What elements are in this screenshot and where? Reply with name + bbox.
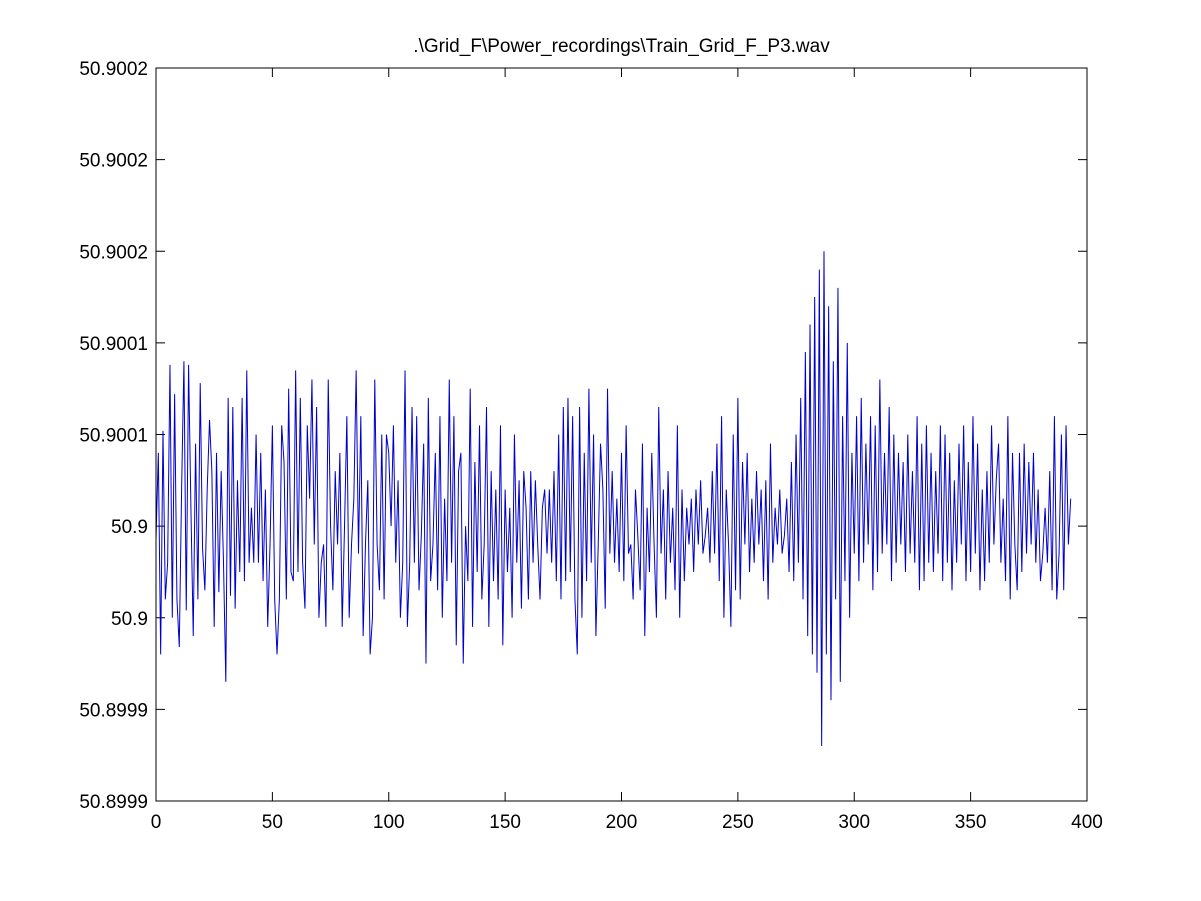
series-layer [155, 251, 1072, 747]
y-tick-label: 50.9002 [79, 242, 148, 263]
x-tick-label: 400 [1071, 812, 1103, 833]
x-tick-label: 150 [489, 812, 521, 833]
series-line [155, 251, 1072, 747]
y-tick-label: 50.9001 [79, 426, 148, 447]
x-tick-label: 200 [606, 812, 638, 833]
y-tick-label: 50.8999 [79, 700, 148, 721]
y-tick-label: 50.9002 [79, 151, 148, 172]
x-tick-label: 250 [722, 812, 754, 833]
x-tick-label: 0 [151, 812, 162, 833]
axes-box [155, 67, 1088, 802]
y-tick-label: 50.9001 [79, 334, 148, 355]
y-ticks: 50.8999 50.8999 50.9 50.9 50.9001 50.9001 50.9… [79, 59, 1087, 813]
x-tick-label: 350 [955, 812, 987, 833]
y-tick-label: 50.9002 [79, 59, 148, 80]
x-tick-label: 50 [262, 812, 283, 833]
chart-title: .\Grid_F\Power_recordings\Train_Grid_F_P… [413, 36, 830, 57]
x-tick-label: 300 [838, 812, 870, 833]
y-tick-label: 50.9 [111, 609, 148, 630]
y-tick-label: 50.9 [111, 517, 148, 538]
x-ticks: 0 50 100 150 200 250 300 350 400 [151, 68, 1103, 833]
x-tick-label: 100 [373, 812, 405, 833]
y-tick-label: 50.8999 [79, 792, 148, 813]
